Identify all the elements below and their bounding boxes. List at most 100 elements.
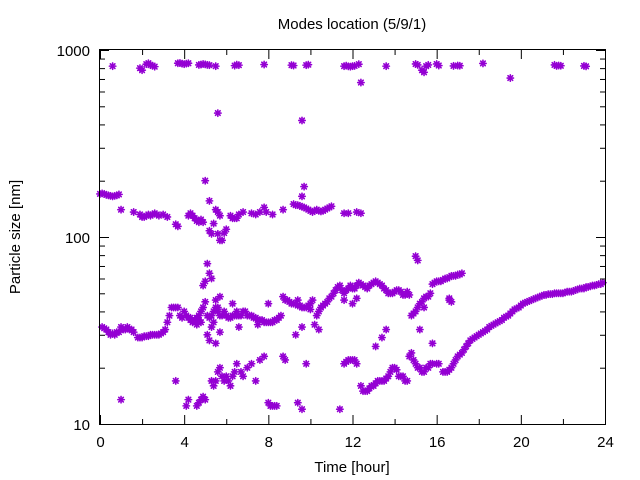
data-point	[184, 59, 193, 68]
data-point	[253, 320, 262, 329]
data-point	[215, 211, 224, 220]
data-point	[297, 192, 307, 201]
chart-title: Modes location (5/9/1)	[278, 16, 426, 33]
data-point	[415, 325, 424, 334]
data-point	[222, 225, 231, 234]
data-point	[582, 62, 591, 71]
data-point	[108, 62, 117, 71]
data-point	[207, 229, 216, 238]
data-point	[457, 269, 466, 278]
ticks-layer	[100, 50, 606, 425]
data-point	[117, 205, 126, 214]
data-point	[434, 359, 443, 368]
data-point	[344, 209, 353, 218]
data-point	[186, 313, 195, 322]
y-tick-label: 1000	[57, 43, 90, 60]
data-point	[348, 284, 357, 293]
data-point	[310, 320, 319, 329]
data-point	[209, 219, 218, 228]
data-point	[293, 296, 302, 305]
data-point	[445, 294, 454, 303]
data-point	[340, 296, 349, 305]
data-point	[203, 259, 212, 268]
data-point	[300, 182, 309, 191]
x-tick-label: 8	[265, 434, 273, 451]
data-point	[377, 333, 386, 342]
data-point	[403, 376, 412, 385]
data-point	[268, 210, 277, 219]
data-point	[247, 359, 256, 368]
data-point	[302, 359, 311, 368]
data-point	[201, 395, 210, 404]
data-point	[220, 307, 229, 316]
data-point	[215, 292, 224, 301]
x-tick-label: 12	[345, 434, 362, 451]
data-point	[205, 196, 214, 205]
data-point	[260, 352, 269, 361]
data-point	[413, 256, 422, 265]
data-point	[297, 405, 307, 414]
data-point	[163, 212, 172, 221]
data-point	[209, 318, 218, 327]
data-point	[201, 176, 210, 185]
data-point	[356, 78, 365, 87]
data-point	[234, 323, 243, 332]
data-point	[348, 299, 357, 308]
data-point	[218, 236, 227, 245]
data-point	[161, 325, 170, 334]
x-tick-label: 0	[96, 434, 104, 451]
x-tick-label: 24	[597, 434, 614, 451]
data-point	[213, 109, 222, 118]
data-point	[213, 303, 222, 312]
data-point	[356, 381, 365, 390]
data-point	[413, 60, 422, 69]
data-point	[308, 296, 317, 305]
y-tick-label: 100	[65, 230, 90, 247]
data-point	[171, 376, 180, 385]
x-axis-label: Time [hour]	[314, 459, 389, 476]
data-point	[239, 208, 248, 217]
data-point	[420, 303, 429, 312]
plot-frame	[99, 49, 606, 425]
data-point	[129, 208, 138, 217]
data-point	[356, 209, 365, 218]
data-point	[201, 277, 210, 286]
data-point	[182, 401, 191, 410]
data-point	[173, 303, 182, 312]
data-point	[228, 299, 237, 308]
data-point	[239, 372, 248, 381]
data-point	[234, 210, 243, 219]
data-point	[234, 61, 243, 70]
data-point	[382, 62, 391, 71]
data-point	[262, 208, 271, 217]
data-point	[371, 342, 380, 351]
data-point	[215, 328, 224, 337]
data-point	[150, 62, 159, 71]
data-point	[506, 74, 515, 83]
data-point	[211, 376, 220, 385]
data-point	[428, 339, 437, 348]
data-point	[215, 363, 224, 372]
data-point	[335, 405, 344, 414]
data-point	[232, 359, 241, 368]
data-point	[205, 336, 214, 345]
data-point	[138, 66, 147, 75]
data-point	[279, 205, 288, 214]
x-tick-label: 4	[180, 434, 188, 451]
data-point	[211, 62, 220, 71]
data-point	[199, 218, 208, 227]
data-point	[226, 381, 235, 390]
data-point	[297, 116, 307, 125]
data-point	[129, 328, 138, 337]
data-point	[205, 61, 214, 70]
data-point	[201, 297, 210, 306]
data-point	[354, 60, 363, 69]
data-point	[184, 395, 193, 404]
points-layer	[96, 59, 607, 414]
data-point	[352, 294, 361, 303]
data-point	[420, 68, 429, 77]
data-point	[117, 395, 126, 404]
data-point	[260, 60, 269, 69]
data-point	[173, 222, 182, 231]
